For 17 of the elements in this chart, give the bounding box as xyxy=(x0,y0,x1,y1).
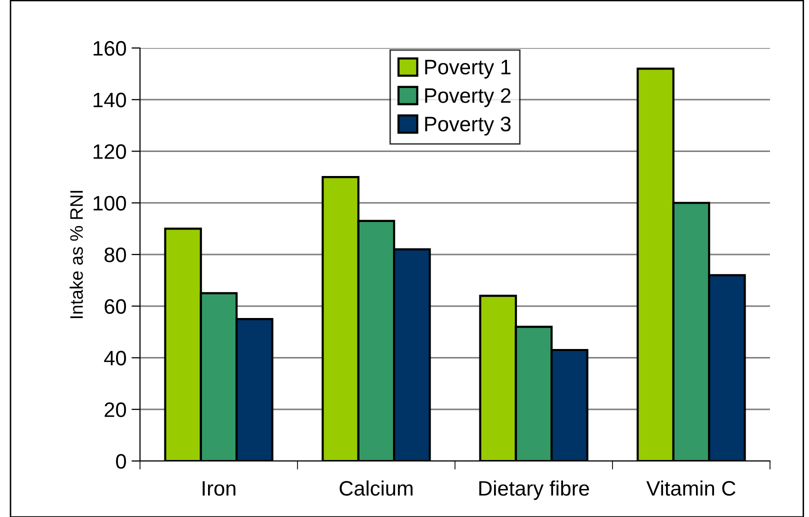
y-tick-label: 100 xyxy=(94,196,126,211)
y-tick-label: 40 xyxy=(104,350,126,366)
y-tick-label: 80 xyxy=(104,248,126,262)
x-tick-label: Calcium xyxy=(340,480,412,496)
x-tick-label: Vitamin C xyxy=(646,480,736,496)
y-tick-label: 60 xyxy=(104,299,126,314)
legend-label: Poverty 2 xyxy=(425,88,510,108)
x-tick-label: Iron xyxy=(202,481,236,496)
y-tick-label: 0 xyxy=(116,454,126,469)
legend-label: Poverty 3 xyxy=(425,116,511,136)
y-axis-title: Intake as % RNI xyxy=(70,190,83,318)
y-tick-label: 120 xyxy=(94,144,126,160)
y-tick-label: 160 xyxy=(94,41,126,56)
x-tick-label: Dietary fibre xyxy=(479,480,589,500)
y-tick-label: 20 xyxy=(104,402,126,418)
legend-label: Poverty 1 xyxy=(425,60,510,79)
y-tick-label: 140 xyxy=(94,92,126,108)
